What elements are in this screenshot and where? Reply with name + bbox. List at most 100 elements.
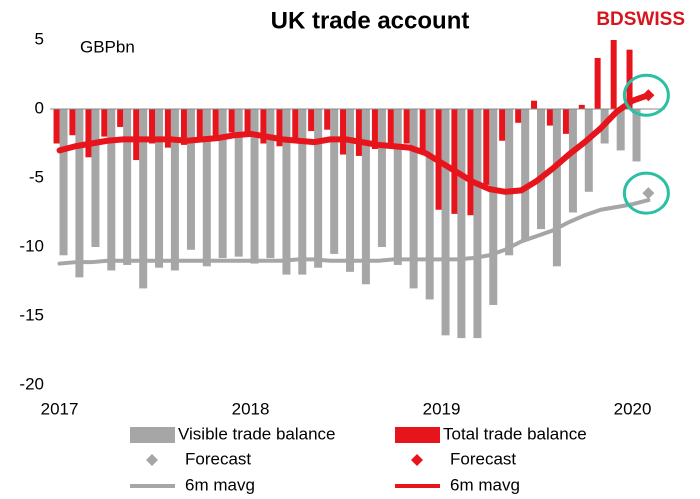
bar	[419, 109, 426, 151]
legend-label: 6m mavg	[185, 475, 255, 494]
bar	[578, 104, 585, 109]
bar	[377, 109, 386, 247]
bar	[123, 109, 132, 265]
legend-swatch	[146, 454, 158, 466]
legend-label: Visible trade balance	[178, 424, 336, 443]
bar	[308, 109, 315, 132]
bar	[282, 109, 291, 275]
bar	[314, 109, 323, 268]
bar	[330, 109, 339, 254]
bar	[409, 109, 418, 289]
annotation-circle	[622, 171, 670, 215]
bar	[266, 109, 275, 259]
bar	[69, 109, 76, 136]
bar	[133, 109, 140, 161]
bar	[101, 109, 108, 137]
bar	[531, 100, 538, 109]
legend-label: Total trade balance	[443, 424, 587, 443]
bar	[515, 109, 522, 123]
bar	[499, 109, 506, 141]
line	[57, 198, 651, 266]
bar	[212, 109, 219, 138]
forecast-marker	[642, 187, 655, 200]
bar	[626, 49, 633, 109]
bar	[584, 109, 593, 192]
y-tick-label: 0	[35, 98, 44, 117]
bar	[489, 109, 498, 305]
bar	[610, 40, 617, 109]
bar	[59, 109, 68, 256]
legend-label: Forecast	[450, 449, 516, 468]
y-tick-label: -5	[29, 167, 44, 186]
bar	[139, 109, 148, 289]
y-tick-label: -20	[19, 374, 44, 393]
x-tick-label: 2018	[232, 399, 270, 418]
brand-logo: BDSWISS	[596, 9, 685, 30]
bar	[164, 109, 171, 148]
legend-swatch	[411, 454, 423, 466]
x-tick-label: 2019	[423, 399, 461, 418]
bar	[276, 109, 283, 147]
bar	[594, 57, 601, 109]
bar	[457, 109, 466, 339]
bar	[91, 109, 100, 247]
y-tick-label: -10	[19, 236, 44, 255]
x-tick-label: 2017	[41, 399, 79, 418]
bar	[521, 109, 530, 241]
annotation-circle	[622, 73, 670, 117]
bar	[244, 109, 251, 133]
bar	[473, 109, 482, 339]
bar	[371, 109, 378, 150]
bar	[186, 109, 195, 250]
unit-label: GBPbn	[80, 37, 135, 56]
bar	[403, 109, 410, 144]
bar	[260, 109, 267, 144]
bar	[180, 109, 187, 145]
bar	[155, 109, 164, 268]
bar	[568, 109, 577, 213]
bar	[387, 109, 394, 145]
bar	[298, 109, 307, 275]
bar	[170, 109, 179, 271]
legend-swatch	[130, 427, 175, 443]
bar	[346, 109, 355, 272]
bar	[451, 109, 458, 214]
bar	[324, 109, 331, 130]
bar	[202, 109, 211, 267]
bar	[616, 109, 625, 151]
bar	[537, 109, 546, 230]
bar	[393, 109, 402, 265]
bar	[467, 109, 474, 216]
bar	[234, 109, 243, 257]
bar	[361, 109, 370, 285]
bar	[483, 109, 490, 185]
legend-label: Forecast	[185, 449, 251, 468]
bar	[546, 109, 553, 126]
line	[56, 92, 652, 195]
chart-title: UK trade account	[271, 7, 470, 34]
legend-swatch	[395, 427, 440, 443]
bar	[441, 109, 450, 336]
bar	[292, 109, 299, 138]
bar	[355, 109, 362, 156]
bar	[340, 109, 347, 155]
bar	[632, 109, 641, 162]
forecast-marker	[642, 89, 655, 102]
bar	[552, 109, 561, 267]
bar	[196, 109, 203, 141]
bar	[218, 109, 227, 259]
y-tick-label: -15	[19, 305, 44, 324]
bar	[250, 109, 259, 264]
bar	[107, 109, 116, 271]
bar	[117, 109, 124, 127]
y-tick-label: 5	[35, 29, 44, 48]
bar	[149, 109, 156, 144]
bar	[505, 109, 514, 256]
x-tick-label: 2020	[614, 399, 652, 418]
legend-label: 6m mavg	[450, 475, 520, 494]
bar	[75, 109, 84, 278]
bar	[53, 109, 60, 144]
bar	[85, 109, 92, 158]
bar	[228, 109, 235, 133]
